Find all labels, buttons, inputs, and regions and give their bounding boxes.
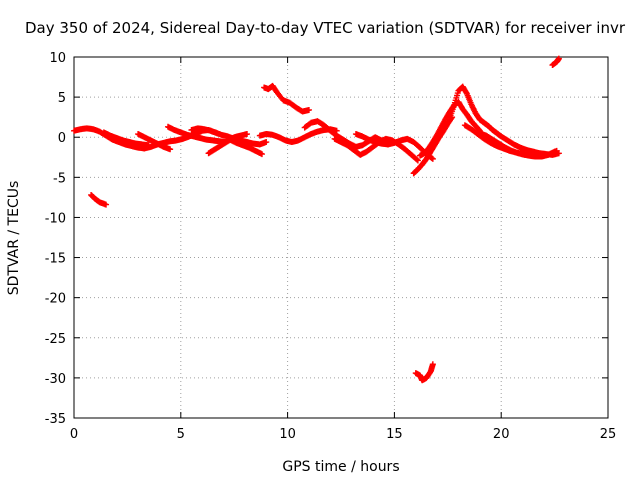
data-point (167, 146, 174, 153)
x-axis-label: GPS time / hours (282, 459, 399, 475)
x-tick-label: 20 (493, 427, 510, 442)
data-point (413, 156, 420, 163)
data-point (244, 131, 251, 138)
y-tick-label: -15 (45, 252, 66, 267)
series-track-10 (261, 82, 312, 115)
data-point (305, 106, 312, 113)
y-axis-ticks: 10 5 0 -5 -10 -15 -20 -25 -30 -35 (45, 51, 608, 427)
y-tick-label: -35 (45, 412, 66, 427)
data-points (71, 55, 562, 384)
y-tick-label: -30 (45, 372, 66, 387)
series-track-15 (417, 98, 483, 159)
data-point (145, 142, 152, 149)
data-point (429, 155, 436, 162)
y-tick-label: -20 (45, 292, 66, 307)
x-tick-label: 25 (600, 427, 617, 442)
y-tick-label: 10 (49, 51, 66, 66)
data-point (258, 151, 265, 158)
data-point (103, 201, 110, 208)
series-track-18 (476, 130, 560, 160)
series-track-7 (205, 131, 251, 157)
plot-frame (73, 56, 609, 419)
data-point (429, 361, 436, 368)
grid-lines (74, 57, 608, 418)
series-track-4 (135, 131, 174, 153)
x-tick-label: 15 (386, 427, 403, 442)
series-track-2 (88, 191, 110, 208)
series-track-8 (226, 136, 265, 158)
y-tick-label: 0 (58, 131, 66, 146)
x-tick-label: 0 (70, 427, 78, 442)
y-axis-label: SDTVAR / TECUs (6, 181, 22, 296)
y-tick-label: 5 (58, 91, 66, 106)
x-axis-ticks: 0 5 10 15 20 25 (70, 57, 616, 442)
y-tick-label: -10 (45, 211, 66, 226)
x-tick-label: 10 (279, 427, 296, 442)
data-point (555, 55, 562, 62)
x-tick-label: 5 (177, 427, 185, 442)
data-point (414, 157, 421, 164)
y-tick-label: -25 (45, 332, 66, 347)
series-track-3 (100, 129, 152, 149)
series-track-19 (412, 361, 436, 384)
data-point (263, 139, 270, 146)
data-point (214, 130, 221, 137)
data-point (553, 147, 560, 154)
series-track-6 (188, 125, 221, 137)
series-track-20 (549, 55, 562, 69)
series-track-9 (256, 126, 340, 146)
y-tick-label: -5 (53, 171, 66, 186)
chart-title: Day 350 of 2024, Sidereal Day-to-day VTE… (25, 19, 626, 37)
